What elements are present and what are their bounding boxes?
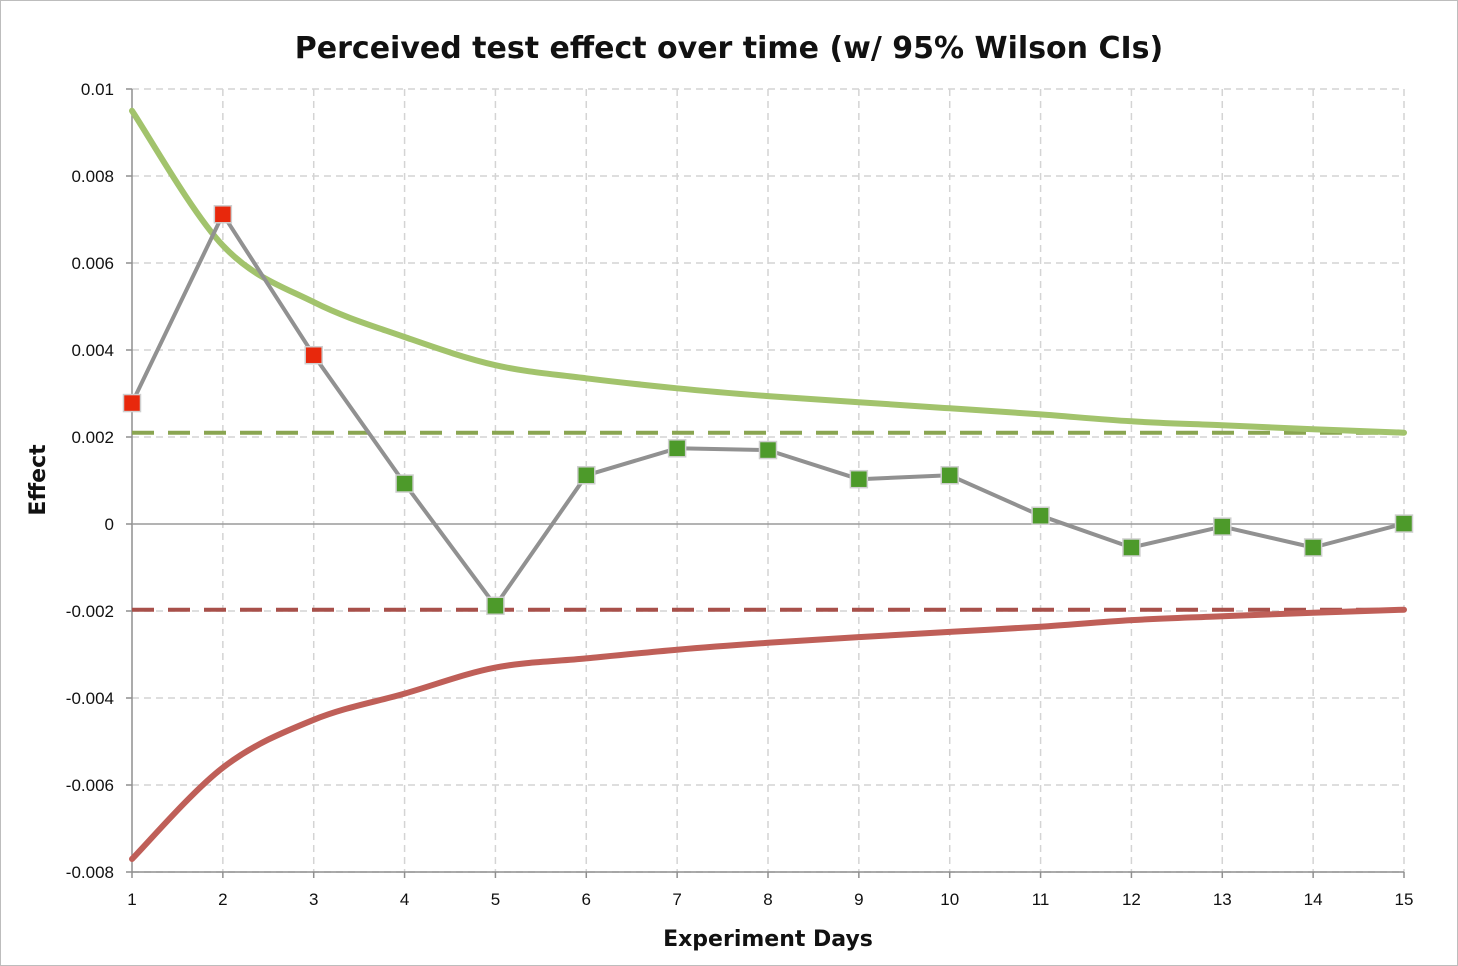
effect-point <box>940 466 959 485</box>
x-tick-label: 9 <box>854 890 863 909</box>
effect-point <box>577 466 596 485</box>
effect-point <box>1303 538 1323 557</box>
effect-point <box>304 345 323 365</box>
x-tick-label: 10 <box>940 890 959 909</box>
effect-point <box>122 393 142 413</box>
x-tick-label: 2 <box>218 890 227 909</box>
x-tick-label: 13 <box>1213 890 1232 909</box>
y-tick-label: 0.006 <box>71 254 114 273</box>
x-tick-label: 11 <box>1032 890 1050 909</box>
y-tick-label: -0.004 <box>66 689 114 708</box>
x-tick-label: 14 <box>1304 890 1323 909</box>
x-axis-title: Experiment Days <box>663 927 873 952</box>
upper-ci-line <box>129 107 1407 436</box>
y-tick-label: -0.008 <box>66 863 114 882</box>
x-tick-label: 6 <box>582 890 591 909</box>
effect-point <box>1213 517 1232 536</box>
x-tick-label: 1 <box>127 890 136 909</box>
x-tick-label: 5 <box>491 890 500 909</box>
x-tick-label: 15 <box>1395 890 1414 909</box>
y-axis-title: Effect <box>26 444 51 516</box>
y-tick-label: 0.002 <box>71 428 114 447</box>
effect-point <box>1394 514 1414 533</box>
x-tick-label: 12 <box>1122 890 1141 909</box>
x-tick-label: 3 <box>309 890 318 909</box>
x-tick-label: 7 <box>672 890 681 909</box>
effect-point <box>1122 538 1141 557</box>
y-tick-label: 0.01 <box>81 80 114 99</box>
y-tick-label: -0.002 <box>66 602 114 621</box>
chart-title: Perceived test effect over time (w/ 95% … <box>295 31 1163 66</box>
y-tick-label: -0.006 <box>66 776 114 795</box>
y-tick-labels: 0.01 0.008 0.006 0.004 0.002 0 -0.002 -0.004 -0.… <box>66 80 114 882</box>
effect-point <box>758 440 778 460</box>
y-tick-label: 0.004 <box>71 341 114 360</box>
effect-point <box>667 439 687 458</box>
x-tick-label: 4 <box>400 890 409 909</box>
x-tick-label: 8 <box>763 890 772 909</box>
axes <box>126 88 1405 878</box>
effect-point <box>849 469 869 489</box>
lower-ci-line <box>129 606 1407 862</box>
effect-point <box>213 205 233 224</box>
effect-point <box>486 596 505 616</box>
grid-lines <box>132 88 1405 873</box>
effect-point <box>395 474 414 493</box>
y-tick-label: 0 <box>105 515 114 534</box>
series-layer <box>122 107 1414 862</box>
y-tick-label: 0.008 <box>71 167 114 186</box>
effect-point <box>1031 506 1050 525</box>
x-tick-labels: 1 2 3 4 5 6 7 8 9 10 11 12 13 14 15 <box>127 890 1413 909</box>
